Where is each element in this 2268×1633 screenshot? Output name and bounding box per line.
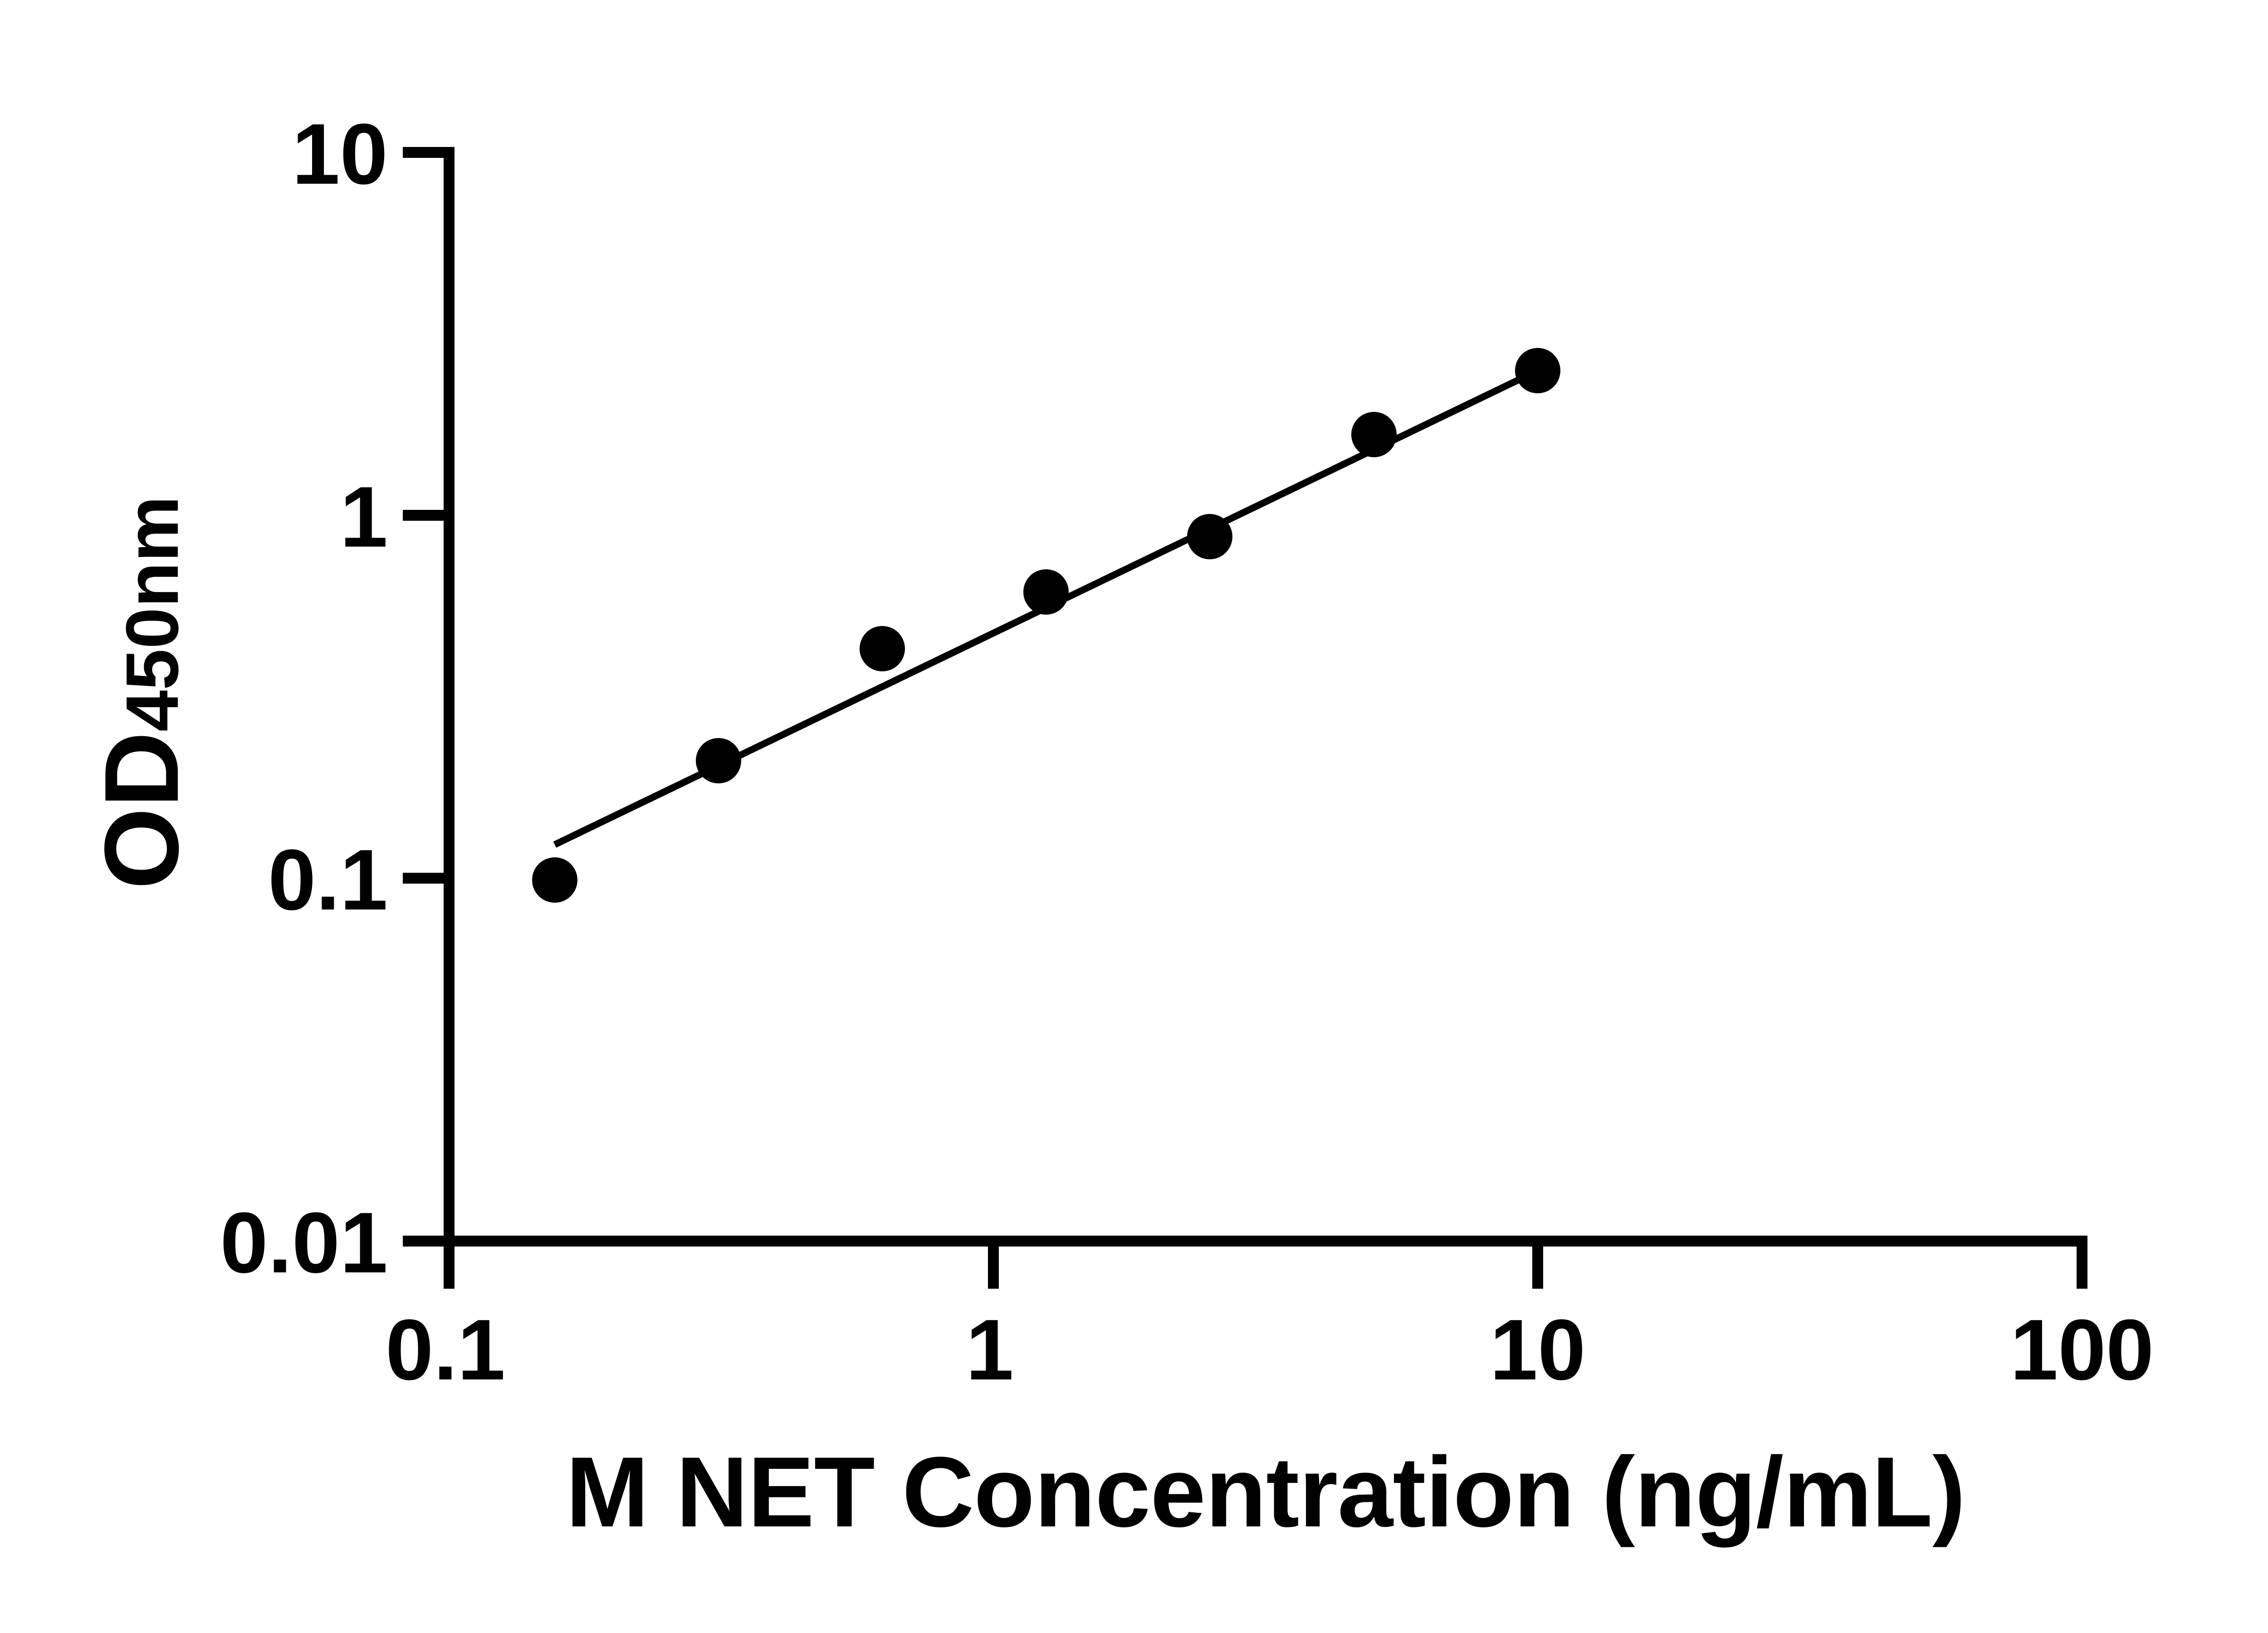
svg-text:0.01: 0.01: [220, 1195, 388, 1291]
svg-text:1: 1: [340, 469, 388, 565]
svg-text:0.1: 0.1: [268, 832, 388, 928]
svg-text:OD450nm: OD450nm: [83, 496, 200, 890]
svg-text:10: 10: [1490, 1302, 1585, 1398]
svg-text:10: 10: [292, 106, 388, 202]
svg-text:1: 1: [966, 1302, 1014, 1398]
svg-text:100: 100: [2010, 1302, 2154, 1398]
svg-text:M NET Concentration (ng/mL): M NET Concentration (ng/mL): [566, 1436, 1965, 1548]
svg-text:0.1: 0.1: [386, 1302, 505, 1398]
